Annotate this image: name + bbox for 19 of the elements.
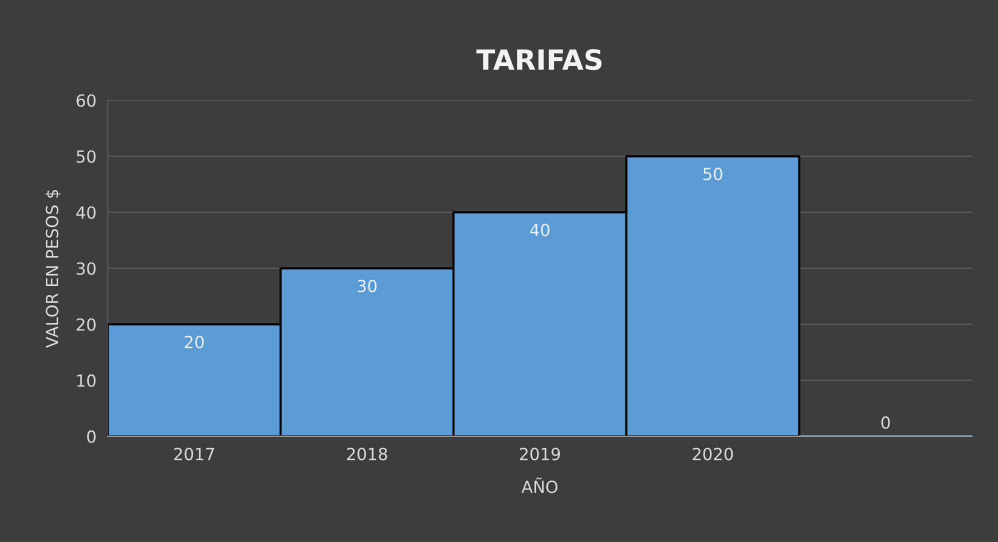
data-label: 30 xyxy=(358,280,377,292)
x-tick-label: 2020 xyxy=(692,448,733,460)
y-axis-title: VALOR EN PESOS $ xyxy=(45,190,61,348)
x-axis-title: AÑO xyxy=(522,478,558,494)
chart-title: TARIFAS xyxy=(476,49,602,70)
y-tick-label: 60 xyxy=(76,94,96,107)
x-tick-label: 2017 xyxy=(174,448,214,460)
x-tick-label: 2019 xyxy=(520,448,560,460)
y-tick-label: 30 xyxy=(76,262,96,275)
y-tick-label: 50 xyxy=(76,150,96,163)
data-label: 20 xyxy=(184,336,204,348)
y-tick-label: 20 xyxy=(76,318,96,331)
y-tick-label: 10 xyxy=(77,374,96,387)
y-tick-label: 0 xyxy=(87,430,96,443)
data-label: 50 xyxy=(703,168,722,180)
data-label: 40 xyxy=(530,224,550,236)
data-label: 0 xyxy=(881,416,890,429)
y-tick-label: 40 xyxy=(76,206,96,219)
x-tick-label: 2018 xyxy=(347,448,388,460)
